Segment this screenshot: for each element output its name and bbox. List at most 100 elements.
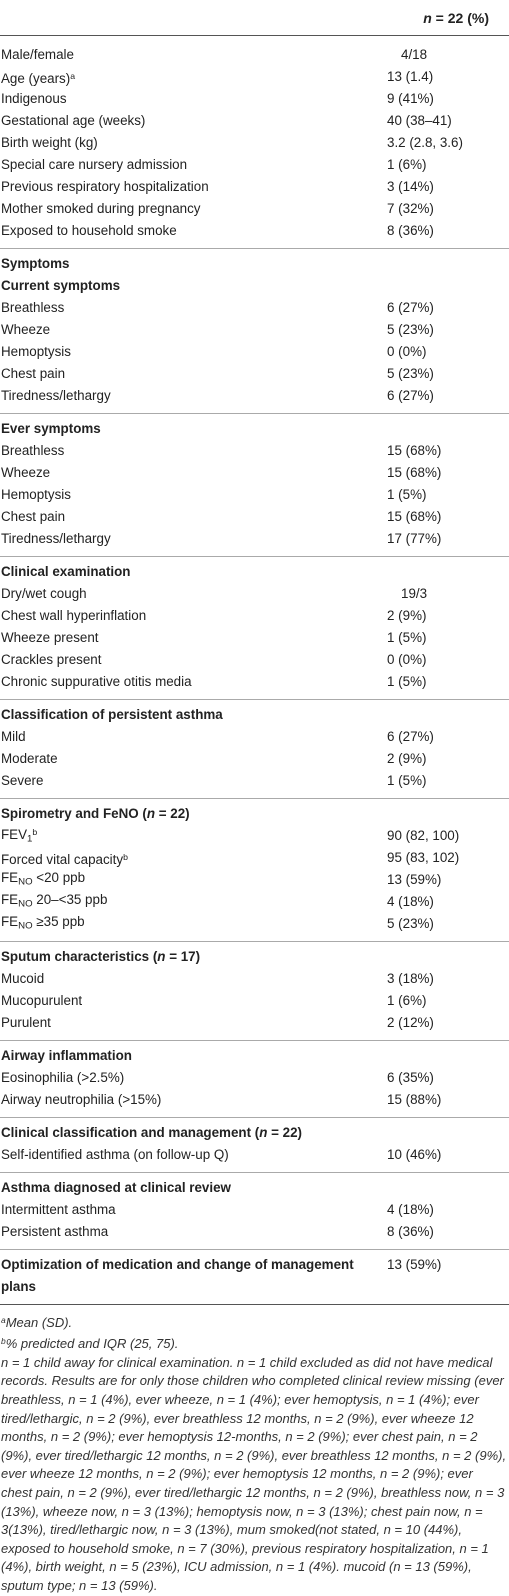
table-row: FENO <20 ppb 13 (59%) xyxy=(0,869,509,891)
header-n-rest: = 22 (%) xyxy=(431,9,489,26)
table-header: n = 22 (%) xyxy=(0,0,509,36)
section-subtitle: Current symptoms xyxy=(0,275,509,297)
footnote-b: b% predicted and IQR (25, 75). xyxy=(1,1332,507,1353)
row-value: 8 (36%) xyxy=(387,223,434,238)
table-row: Wheeze 15 (68%) xyxy=(0,462,509,484)
row-value: 10 (46%) xyxy=(387,1147,442,1162)
table-row: Self-identified asthma (on follow-up Q) 1… xyxy=(0,1144,509,1166)
row-value: 6 (27%) xyxy=(387,729,434,744)
table-row: Exposed to household smoke 8 (36%) xyxy=(0,220,509,242)
row-label: Mild xyxy=(1,729,26,744)
table-row: Hemoptysis 1 (5%) xyxy=(0,484,509,506)
row-label: Dry/wet cough xyxy=(1,586,87,601)
table-row: Severe 1 (5%) xyxy=(0,770,509,792)
row-label: FENO ≥35 ppb xyxy=(1,911,85,937)
feno-label: FE xyxy=(1,869,19,885)
section-title: Sputum characteristics (n = 17) xyxy=(0,946,509,968)
row-value: 3 (14%) xyxy=(387,179,434,194)
fev-subscript: 1 xyxy=(27,833,33,845)
row-label: Self-identified asthma (on follow-up Q) xyxy=(1,1147,229,1162)
row-label: Purulent xyxy=(1,1015,51,1030)
sputum-section: Sputum characteristics (n = 17) Mucoid 3 … xyxy=(0,942,509,1041)
table-footnotes: aMean (SD). b% predicted and IQR (25, 75… xyxy=(0,1305,509,1596)
row-label: Hemoptysis xyxy=(1,487,71,502)
row-value: 15 (68%) xyxy=(387,509,442,524)
row-label: Chronic suppurative otitis media xyxy=(1,674,192,689)
row-label: Chest pain xyxy=(1,509,66,524)
row-label: Eosinophilia (>2.5%) xyxy=(1,1070,125,1085)
row-value: 1 (6%) xyxy=(387,157,427,172)
row-label: Moderate xyxy=(1,751,58,766)
row-value: 3.2 (2.8, 3.6) xyxy=(387,135,463,150)
row-value: 1 (5%) xyxy=(387,674,427,689)
row-value: 6 (27%) xyxy=(387,388,434,403)
clinical-examination-section: Clinical examination Dry/wet cough 19/3 C… xyxy=(0,557,509,700)
table-row: Eosinophilia (>2.5%) 6 (35%) xyxy=(0,1067,509,1089)
row-value: 1 (5%) xyxy=(387,630,427,645)
row-label: Gestational age (weeks) xyxy=(1,113,146,128)
row-value: 3 (18%) xyxy=(387,971,434,986)
row-label: Chest wall hyperinflation xyxy=(1,608,147,623)
row-label: FENO 20–<35 ppb xyxy=(1,889,107,915)
table-row: Male/female 4/18 xyxy=(0,44,509,66)
row-label: Mucoid xyxy=(1,971,45,986)
row-label: Previous respiratory hospitalization xyxy=(1,179,209,194)
section-title: Symptoms xyxy=(0,253,509,275)
row-value: 6 (27%) xyxy=(387,300,434,315)
table-row: Tiredness/lethargy 6 (27%) xyxy=(0,385,509,407)
feno-subscript: NO xyxy=(18,898,33,910)
airway-title: Airway inflammation xyxy=(1,1048,132,1063)
row-label: Special care nursery admission xyxy=(1,157,188,172)
row-label: Mucopurulent xyxy=(1,993,83,1008)
fvc-label: Forced vital capacity xyxy=(1,851,124,867)
row-label: Wheeze present xyxy=(1,630,99,645)
section-title: Clinical classification and management (… xyxy=(0,1122,509,1144)
symptoms-title: Symptoms xyxy=(1,256,70,271)
asthma-class-title: Classification of persistent asthma xyxy=(1,707,223,722)
table-row: Breathless 6 (27%) xyxy=(0,297,509,319)
table-row: FEV1b 90 (82, 100) xyxy=(0,825,509,847)
table-row: Crackles present 0 (0%) xyxy=(0,649,509,671)
table-row: Breathless 15 (68%) xyxy=(0,440,509,462)
management-title-text: Clinical classification and management ( xyxy=(1,1125,260,1140)
demographics-section: Male/female 4/18 Age (years)a 13 (1.4) Ind… xyxy=(0,36,509,249)
current-symptoms-section: Symptoms Current symptoms Breathless 6 (2… xyxy=(0,249,509,414)
airway-inflammation-section: Airway inflammation Eosinophilia (>2.5%)… xyxy=(0,1041,509,1118)
row-label: Optimization of medication and change of… xyxy=(1,1257,354,1294)
footnote-a-text: Mean (SD). xyxy=(5,1314,73,1330)
section-title: Classification of persistent asthma xyxy=(0,704,509,726)
row-label: Tiredness/lethargy xyxy=(1,531,111,546)
section-title: Clinical examination xyxy=(0,561,509,583)
row-value: 1 (6%) xyxy=(387,993,427,1008)
table-row: FENO ≥35 ppb 5 (23%) xyxy=(0,913,509,935)
row-label: Tiredness/lethargy xyxy=(1,388,111,403)
row-value: 13 (1.4) xyxy=(387,69,434,84)
table-row: Tiredness/lethargy 17 (77%) xyxy=(0,528,509,550)
table-row: Intermittent asthma 4 (18%) xyxy=(0,1199,509,1221)
footnote-b-text: % predicted and IQR (25, 75). xyxy=(5,1336,179,1352)
row-label: Airway neutrophilia (>15%) xyxy=(1,1092,162,1107)
row-value: 15 (68%) xyxy=(387,465,442,480)
table-row: Mucoid 3 (18%) xyxy=(0,968,509,990)
row-value: 15 (68%) xyxy=(387,443,442,458)
header-n-cell: n = 22 (%) xyxy=(423,10,489,26)
table-row: Moderate 2 (9%) xyxy=(0,748,509,770)
table-row: Forced vital capacityb 95 (83, 102) xyxy=(0,847,509,869)
table-row: Purulent 2 (12%) xyxy=(0,1012,509,1034)
feno-subscript: NO xyxy=(18,876,33,888)
management-title: Clinical classification and management (… xyxy=(1,1122,302,1144)
row-label: Indigenous xyxy=(1,91,67,106)
row-label: Birth weight (kg) xyxy=(1,135,98,150)
row-value: 5 (23%) xyxy=(387,366,434,381)
feno-range: 20–<35 ppb xyxy=(32,891,108,907)
table-row: Persistent asthma 8 (36%) xyxy=(0,1221,509,1243)
table-row: Optimization of medication and change of… xyxy=(0,1254,509,1298)
spirometry-title-text: Spirometry and FeNO ( xyxy=(1,806,147,821)
row-label: Breathless xyxy=(1,443,65,458)
sputum-title: Sputum characteristics (n = 17) xyxy=(1,946,200,968)
fvc-footnote-mark: b xyxy=(123,851,128,862)
spirometry-section: Spirometry and FeNO (n = 22) FEV1b 90 (82… xyxy=(0,799,509,942)
table-row: Age (years)a 13 (1.4) xyxy=(0,66,509,88)
row-label: Intermittent asthma xyxy=(1,1202,116,1217)
table-row: Special care nursery admission 1 (6%) xyxy=(0,154,509,176)
